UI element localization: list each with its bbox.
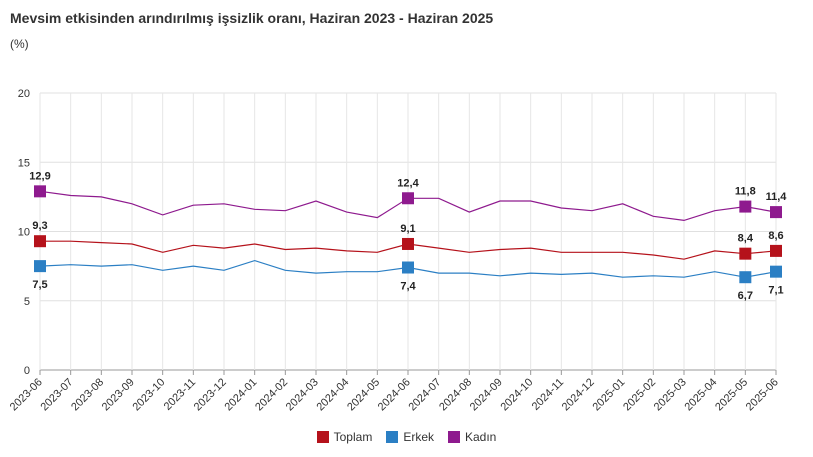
marker-erkek [739, 271, 752, 284]
marker-toplam [770, 244, 782, 257]
data-label-toplam: 8,4 [738, 233, 754, 245]
x-tick-label: 2025-03 [652, 376, 689, 413]
x-tick-label: 2023-10 [130, 376, 167, 413]
x-tick-label: 2024-06 [376, 376, 413, 413]
legend-label-kadin: Kadın [465, 430, 497, 444]
grid [39, 92, 777, 375]
x-tick-label: 2025-05 [713, 376, 750, 413]
x-tick-label: 2024-10 [498, 376, 535, 413]
x-tick-label: 2024-02 [253, 376, 290, 413]
marker-toplam [402, 237, 414, 250]
legend-item-erkek[interactable]: Erkek [386, 430, 434, 444]
data-label-kad-n: 12,9 [29, 170, 50, 182]
marker-erkek [34, 260, 46, 273]
x-tick-label: 2024-07 [406, 376, 443, 413]
y-tick-label: 15 [18, 157, 30, 169]
x-tick-label: 2023-12 [192, 376, 229, 413]
data-label-toplam: 9,3 [32, 220, 47, 232]
legend-swatch-kadin [448, 431, 460, 443]
data-label-erkek: 7,1 [768, 285, 783, 297]
x-tick-label: 2024-12 [560, 376, 597, 413]
marker-kad-n [770, 206, 782, 219]
x-tick-label: 2024-08 [437, 376, 474, 413]
x-tick-label: 2024-04 [314, 376, 351, 413]
data-label-toplam: 8,6 [768, 230, 783, 242]
x-tick-label: 2024-03 [284, 376, 321, 413]
legend: Toplam Erkek Kadın [0, 430, 813, 444]
x-tick-label: 2023-08 [69, 376, 106, 413]
x-tick-label: 2023-06 [8, 376, 45, 413]
marker-erkek [402, 261, 414, 274]
legend-item-kadin[interactable]: Kadın [448, 430, 496, 444]
y-tick-label: 0 [24, 365, 30, 377]
legend-item-toplam[interactable]: Toplam [316, 430, 373, 444]
marker-erkek [770, 265, 782, 278]
y-tick-label: 5 [24, 296, 30, 308]
y-axis-unit: (%) [10, 37, 29, 51]
x-tick-label: 2025-01 [590, 376, 627, 413]
legend-swatch-toplam [316, 431, 329, 443]
y-tick-label: 10 [18, 227, 30, 239]
series-markers [34, 185, 782, 284]
data-label-erkek: 7,5 [32, 279, 47, 291]
x-tick-label: 2025-06 [744, 376, 781, 413]
chart-title: Mevsim etkisinden arındırılmış işsizlik … [10, 10, 494, 26]
data-labels: 9,3 9,1 8,4 8,6 7,5 7,4 6,7 7,1 12,9 12,4 11,8 11,4 [29, 170, 787, 302]
x-tick-label: 2024-05 [345, 376, 382, 413]
x-tick-label: 2023-07 [38, 376, 75, 413]
marker-toplam [34, 235, 46, 248]
marker-toplam [739, 247, 752, 260]
marker-kad-n [739, 200, 752, 213]
x-tick-label: 2023-11 [162, 376, 198, 412]
x-tick-label: 2024-11 [530, 376, 566, 412]
data-label-erkek: 6,7 [738, 290, 753, 302]
x-tick-label: 2023-09 [100, 376, 137, 413]
x-tick-label: 2025-04 [682, 376, 719, 413]
x-tick-label: 2024-09 [468, 376, 505, 413]
x-tick-label: 2025-02 [621, 376, 658, 413]
x-tick-label: 2024-01 [222, 376, 259, 413]
data-label-kad-n: 11,8 [735, 186, 756, 198]
legend-swatch-erkek [386, 431, 399, 443]
data-label-kad-n: 12,4 [397, 177, 419, 189]
y-tick-labels: 0 5 10 15 20 [18, 88, 30, 377]
x-tick-labels: 2023-062023-072023-082023-092023-102023-… [8, 376, 781, 413]
data-label-kad-n: 11,4 [766, 191, 788, 203]
legend-label-toplam: Toplam [333, 430, 373, 444]
marker-kad-n [402, 192, 414, 205]
data-label-toplam: 9,1 [400, 223, 415, 235]
marker-kad-n [34, 185, 46, 198]
legend-label-erkek: Erkek [403, 430, 434, 444]
y-tick-label: 20 [18, 88, 30, 100]
data-label-erkek: 7,4 [400, 281, 416, 293]
